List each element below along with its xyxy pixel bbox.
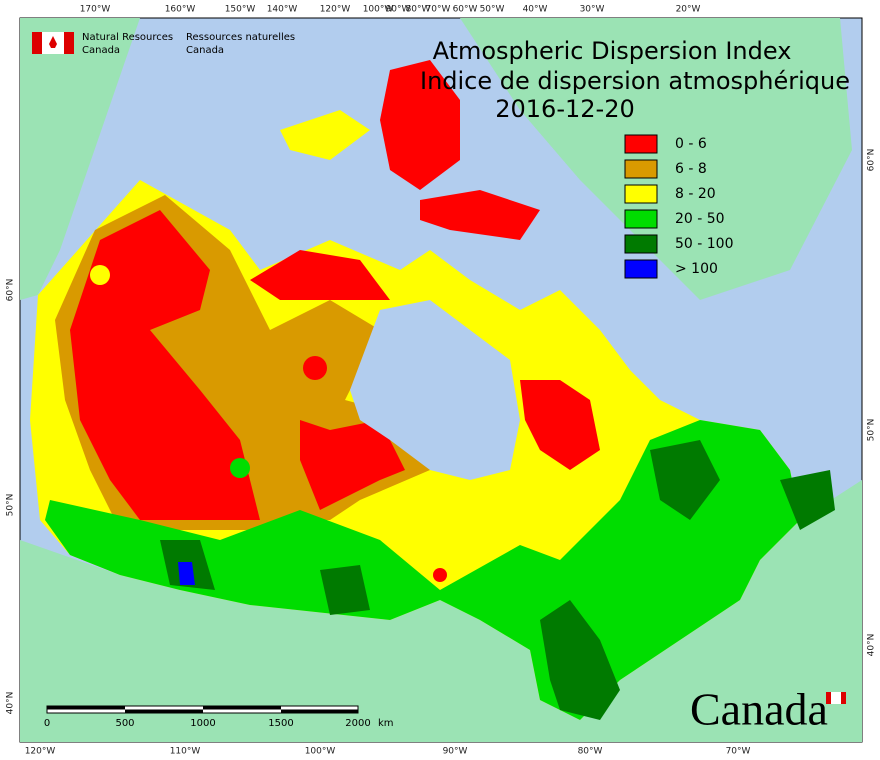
legend-label: 0 - 6 bbox=[675, 136, 707, 152]
wordmark-flag bbox=[826, 692, 831, 704]
scale-unit: km bbox=[378, 718, 394, 729]
graticule-label: 50°N bbox=[6, 494, 16, 517]
alaska bbox=[20, 18, 140, 300]
flag-bar bbox=[32, 32, 42, 54]
graticule-label: 40°W bbox=[523, 5, 548, 15]
graticule-label: 90°W bbox=[443, 747, 468, 757]
graticule-label: 70°W bbox=[726, 747, 751, 757]
legend-label: 8 - 20 bbox=[675, 186, 716, 202]
scale-bar-segment bbox=[203, 706, 281, 710]
graticule-label: 140°W bbox=[267, 5, 298, 15]
zone-over-100 bbox=[178, 562, 195, 585]
scale-bar-segment bbox=[281, 709, 358, 713]
wordmark-flag bbox=[841, 692, 846, 704]
spot bbox=[90, 265, 110, 285]
graticule-label: 30°W bbox=[580, 5, 605, 15]
zone-0-6 bbox=[380, 60, 460, 190]
legend-label: 20 - 50 bbox=[675, 211, 725, 227]
graticule-label: 120°W bbox=[25, 747, 56, 757]
graticule-label: 70°W bbox=[426, 5, 451, 15]
wordmark: Canada bbox=[690, 684, 828, 735]
zone-0-6 bbox=[520, 380, 600, 470]
zone-8-20 bbox=[280, 110, 370, 160]
legend-label: > 100 bbox=[675, 261, 718, 277]
spot bbox=[433, 568, 447, 582]
agency-en: Canada bbox=[82, 45, 120, 56]
graticule-label: 50°W bbox=[480, 5, 505, 15]
legend-swatch bbox=[624, 159, 658, 179]
dispersion-zones bbox=[30, 60, 835, 720]
zone-0-6 bbox=[250, 250, 390, 300]
graticule-label: 80°W bbox=[578, 747, 603, 757]
legend-swatch bbox=[624, 209, 658, 229]
scale-bar-segment bbox=[47, 706, 125, 710]
legend-label: 6 - 8 bbox=[675, 161, 707, 177]
zone-20-50 bbox=[45, 420, 800, 720]
legend-swatch bbox=[624, 259, 658, 279]
zone-50-100 bbox=[780, 470, 835, 530]
legend-swatch bbox=[624, 234, 658, 254]
greenland bbox=[460, 18, 852, 300]
zone-0-6 bbox=[300, 420, 405, 510]
scale-label: 1000 bbox=[190, 718, 215, 729]
map-date: 2016-12-20 bbox=[495, 95, 634, 123]
zone-50-100 bbox=[320, 565, 370, 615]
zone-50-100 bbox=[650, 440, 720, 520]
graticule-label: 120°W bbox=[320, 5, 351, 15]
graticule-label: 90°W bbox=[386, 5, 411, 15]
agency-fr: Ressources naturelles bbox=[186, 32, 295, 43]
spot bbox=[303, 356, 327, 380]
graticule-label: 80°W bbox=[406, 5, 431, 15]
title-fr: Indice de dispersion atmosphérique bbox=[420, 67, 850, 95]
scale-bar-segment bbox=[125, 709, 203, 713]
hudson-bay bbox=[350, 300, 520, 480]
scale-label: 2000 bbox=[345, 718, 370, 729]
flag-bar bbox=[64, 32, 74, 54]
graticule-label: 60°W bbox=[453, 5, 478, 15]
legend-label: 50 - 100 bbox=[675, 236, 734, 252]
spot bbox=[230, 458, 250, 478]
agency-en: Natural Resources bbox=[82, 32, 173, 43]
scale-label: 500 bbox=[115, 718, 134, 729]
legend-swatch bbox=[624, 134, 658, 154]
scale-bar bbox=[46, 705, 359, 714]
graticule-label: 40°N bbox=[867, 634, 877, 657]
land-foreign bbox=[20, 18, 862, 742]
scale-label: 1500 bbox=[268, 718, 293, 729]
graticule-label: 20°W bbox=[676, 5, 701, 15]
flag-leaf bbox=[49, 36, 57, 48]
title-en: Atmospheric Dispersion Index bbox=[433, 37, 792, 65]
graticule-label: 60°N bbox=[6, 279, 16, 302]
flag bbox=[32, 32, 74, 54]
zone-50-100 bbox=[540, 600, 620, 720]
united-states bbox=[20, 480, 862, 742]
graticule-label: 160°W bbox=[165, 5, 196, 15]
graticule-label: 100°W bbox=[305, 747, 336, 757]
agency-fr: Canada bbox=[186, 45, 224, 56]
graticule-label: 110°W bbox=[170, 747, 201, 757]
scale-label: 0 bbox=[44, 718, 50, 729]
zone-0-6 bbox=[420, 190, 540, 240]
graticule-label: 170°W bbox=[80, 5, 111, 15]
graticule-label: 60°N bbox=[867, 149, 877, 172]
graticule-label: 50°N bbox=[867, 419, 877, 442]
graticule-label: 150°W bbox=[225, 5, 256, 15]
zone-0-6 bbox=[70, 210, 260, 520]
legend-swatch bbox=[624, 184, 658, 204]
graticule-label: 40°N bbox=[6, 692, 16, 715]
graticule-label: 100°W bbox=[363, 5, 394, 15]
